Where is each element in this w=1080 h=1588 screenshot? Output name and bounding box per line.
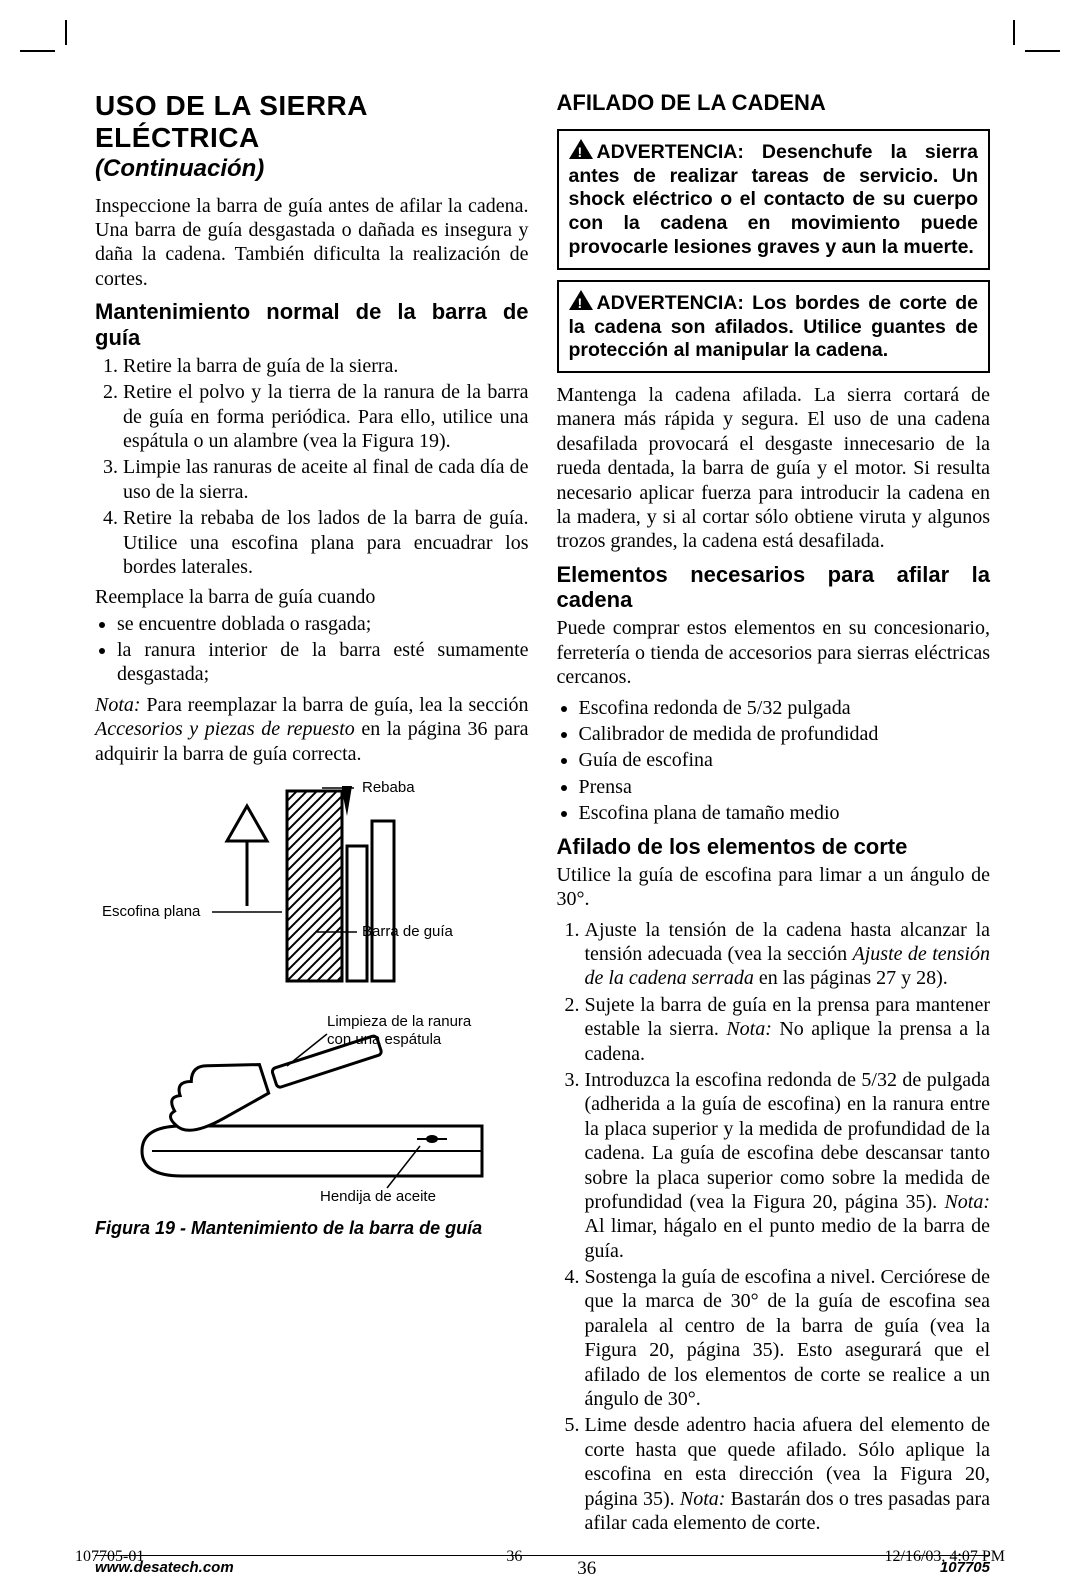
left-column: USO DE LA SIERRA ELÉCTRICA (Continuación…	[95, 90, 529, 1541]
warning-box-1: ADVERTENCIA: Desenchufe la sierra antes …	[557, 129, 991, 270]
label-rebaba: Rebaba	[362, 779, 415, 796]
warning-text: ADVERTENCIA: Los bordes de corte de la c…	[569, 292, 979, 362]
crop-marks	[0, 20, 1080, 70]
intro-paragraph: Inspeccione la barra de guía antes de af…	[95, 194, 529, 292]
list-item: Escofina plana de tamaño medio	[579, 801, 991, 825]
warning-text: ADVERTENCIA: Desenchufe la sierra antes …	[569, 141, 979, 258]
page-title: USO DE LA SIERRA ELÉCTRICA	[95, 90, 529, 154]
list-item: Calibrador de medida de profundidad	[579, 722, 991, 746]
slug-page: 36	[506, 1548, 522, 1566]
maintenance-steps: Retire la barra de guía de la sierra. Re…	[95, 354, 529, 580]
page-container: USO DE LA SIERRA ELÉCTRICA (Continuación…	[95, 90, 990, 1538]
note-reference: Accesorios y piezas de repuesto	[95, 718, 355, 740]
continuation-label: (Continuación)	[95, 154, 529, 183]
right-column: AFILADO DE LA CADENA ADVERTENCIA: Desenc…	[557, 90, 991, 1541]
list-item: Lime desde adentro hacia afuera del elem…	[585, 1413, 991, 1535]
list-item: Escofina redonda de 5/32 pulgada	[579, 696, 991, 720]
label-barra: Barra de guía	[362, 923, 454, 940]
slug-datetime: 12/16/03, 4:07 PM	[885, 1548, 1005, 1566]
note-label: Nota:	[95, 694, 141, 716]
warning-icon	[569, 290, 593, 310]
list-item: Ajuste la tensión de la cadena hasta alc…	[585, 918, 991, 991]
list-item: Limpie las ranuras de aceite al final de…	[123, 455, 529, 504]
items-list: Escofina redonda de 5/32 pulgada Calibra…	[557, 696, 991, 826]
note-paragraph: Nota: Para reemplazar la barra de guía, …	[95, 693, 529, 766]
figure-caption: Figura 19 - Mantenimiento de la barra de…	[95, 1218, 529, 1240]
label-escofina: Escofina plana	[102, 903, 201, 920]
heading-elementos: Elementos necesarios para afilar la cade…	[557, 562, 991, 613]
slug-line: 107705-01 36 12/16/03, 4:07 PM	[75, 1548, 1005, 1566]
slug-file: 107705-01	[75, 1548, 144, 1566]
list-item: Retire la barra de guía de la sierra.	[123, 354, 529, 378]
figure-19: Rebaba Escofina plana Barra de guía	[95, 776, 529, 1240]
list-item: Sostenga la guía de escofina a nivel. Ce…	[585, 1265, 991, 1411]
warning-box-2: ADVERTENCIA: Los bordes de corte de la c…	[557, 280, 991, 373]
list-item: Retire el polvo y la tierra de la ranura…	[123, 380, 529, 453]
replace-lead: Reemplace la barra de guía cuando	[95, 585, 529, 609]
label-limpieza-1: Limpieza de la ranura	[327, 1013, 472, 1030]
figure-svg: Rebaba Escofina plana Barra de guía	[102, 776, 522, 1206]
paragraph: Mantenga la cadena afilada. La sierra co…	[557, 383, 991, 554]
list-item: Guía de escofina	[579, 748, 991, 772]
paragraph: Utilice la guía de escofina para limar a…	[557, 863, 991, 912]
list-item: Sujete la barra de guía en la prensa par…	[585, 993, 991, 1066]
list-item: Retire la rebaba de los lados de la barr…	[123, 506, 529, 579]
replace-conditions: se encuentre doblada o rasgada; la ranur…	[95, 612, 529, 687]
list-item: la ranura interior de la barra esté suma…	[117, 638, 529, 687]
warning-icon	[569, 139, 593, 159]
paragraph: Puede comprar estos elementos en su conc…	[557, 616, 991, 689]
list-item: Introduzca la escofina redonda de 5/32 d…	[585, 1068, 991, 1263]
heading-afilado-elementos: Afilado de los elementos de corte	[557, 834, 991, 859]
label-limpieza-2: con una espátula	[327, 1031, 442, 1048]
list-item: se encuentre doblada o rasgada;	[117, 612, 529, 636]
heading-afilado-cadena: AFILADO DE LA CADENA	[557, 90, 991, 117]
label-hendija: Hendija de aceite	[320, 1188, 436, 1205]
heading-maintenance: Mantenimiento normal de la barra de guía	[95, 299, 529, 350]
sharpening-steps: Ajuste la tensión de la cadena hasta alc…	[557, 918, 991, 1536]
list-item: Prensa	[579, 775, 991, 799]
note-body: Para reemplazar la barra de guía, lea la…	[141, 694, 529, 716]
